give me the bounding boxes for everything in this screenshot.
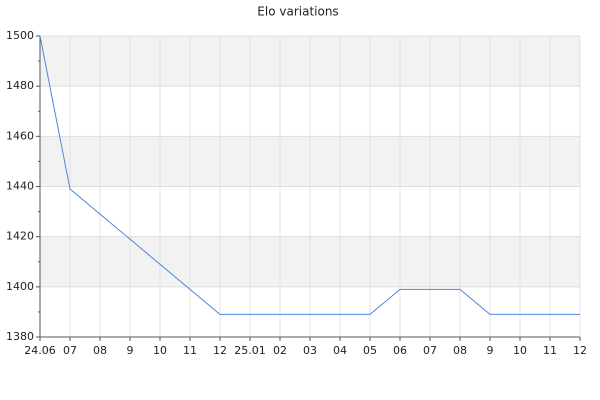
x-tick-label: 24.06 (24, 344, 56, 357)
x-tick-label: 12 (573, 344, 587, 357)
x-tick-label: 07 (63, 344, 77, 357)
y-tick-label: 1500 (6, 29, 34, 42)
y-tick-label: 1420 (6, 230, 34, 243)
y-tick-label: 1380 (6, 330, 34, 343)
y-tick-label: 1440 (6, 180, 34, 193)
x-tick-label: 08 (93, 344, 107, 357)
x-tick-label: 25.01 (234, 344, 266, 357)
x-tick-label: 12 (213, 344, 227, 357)
x-tick-label: 02 (273, 344, 287, 357)
y-tick-label: 1400 (6, 280, 34, 293)
x-tick-label: 9 (127, 344, 134, 357)
x-tick-label: 11 (543, 344, 557, 357)
x-tick-label: 9 (487, 344, 494, 357)
chart-title: Elo variations (257, 5, 338, 19)
x-tick-label: 07 (423, 344, 437, 357)
line (39, 35, 580, 315)
x-tick-label: 10 (513, 344, 527, 357)
y-tick-label: 1480 (6, 79, 34, 92)
x-tick-label: 04 (333, 344, 347, 357)
x-tick-label: 08 (453, 344, 467, 357)
x-tick-label: 03 (303, 344, 317, 357)
x-tick-label: 06 (393, 344, 407, 357)
x-tick-label: 10 (153, 344, 167, 357)
x-tick-label: 11 (183, 344, 197, 357)
y-tick-label: 1460 (6, 129, 34, 142)
x-tick-label: 05 (363, 344, 377, 357)
